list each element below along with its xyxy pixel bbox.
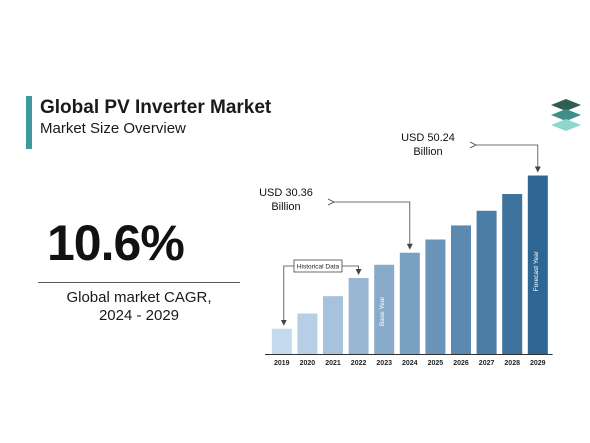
cagr-caption-line2: 2024 - 2029	[98, 307, 180, 324]
page-title: Global PV Inverter Market	[40, 97, 272, 118]
cagr-caption-line1: Global market CAGR,	[66, 289, 212, 306]
value-callout-arrow-2024	[334, 201, 413, 250]
historical-arrow-right	[342, 265, 362, 275]
value-label-2024: USD 30.36	[259, 187, 313, 199]
x-tick-label: 2025	[428, 360, 444, 367]
bar-2019	[271, 328, 292, 354]
x-tick-label: 2023	[376, 360, 392, 367]
x-tick-label: 2022	[351, 360, 367, 367]
historical-arrow-left	[280, 265, 294, 326]
bar-annotation-2029: Forecast Year	[533, 250, 540, 291]
cagr-divider	[38, 282, 240, 283]
value-callout-arrow-2029	[476, 144, 541, 173]
bar-2025	[425, 239, 446, 354]
x-tick-label: 2029	[530, 360, 546, 367]
x-tick-label: 2028	[504, 360, 520, 367]
x-tick-label: 2027	[479, 360, 495, 367]
bar-2029	[527, 175, 548, 354]
historical-data-label: Historical Data	[297, 264, 340, 271]
x-tick-label: 2021	[325, 360, 341, 367]
bar-annotation-2023: Base Year	[379, 296, 386, 326]
bar-2026	[451, 225, 471, 354]
value-callout-tail-2029	[469, 141, 477, 146]
value-label-2029: USD 50.24	[401, 132, 455, 144]
bar-2021	[323, 296, 343, 354]
bar-2020	[297, 313, 318, 354]
value-callout-tail2-2024	[327, 201, 335, 206]
x-tick-label: 2024	[402, 360, 418, 367]
bar-2023	[374, 264, 395, 354]
bar-2028	[502, 194, 523, 354]
value-label-unit-2029: Billion	[413, 146, 442, 158]
x-tick-label: 2026	[453, 360, 469, 367]
page-subtitle: Market Size Overview	[40, 120, 186, 137]
title-accent-bar	[26, 96, 32, 149]
value-label-unit-2024: Billion	[271, 201, 300, 213]
value-callout-tail-2024	[327, 198, 335, 203]
cagr-value: 10.6%	[47, 215, 185, 271]
x-tick-label: 2019	[274, 360, 290, 367]
value-callout-tail2-2029	[469, 144, 477, 149]
cagr-caption: Global market CAGR, 2024 - 2029	[38, 289, 240, 325]
bar-2024	[399, 252, 420, 354]
stacked-layers-icon	[551, 99, 581, 131]
bar-2027	[476, 210, 497, 354]
x-tick-label: 2020	[300, 360, 316, 367]
bar-2022	[348, 277, 369, 354]
